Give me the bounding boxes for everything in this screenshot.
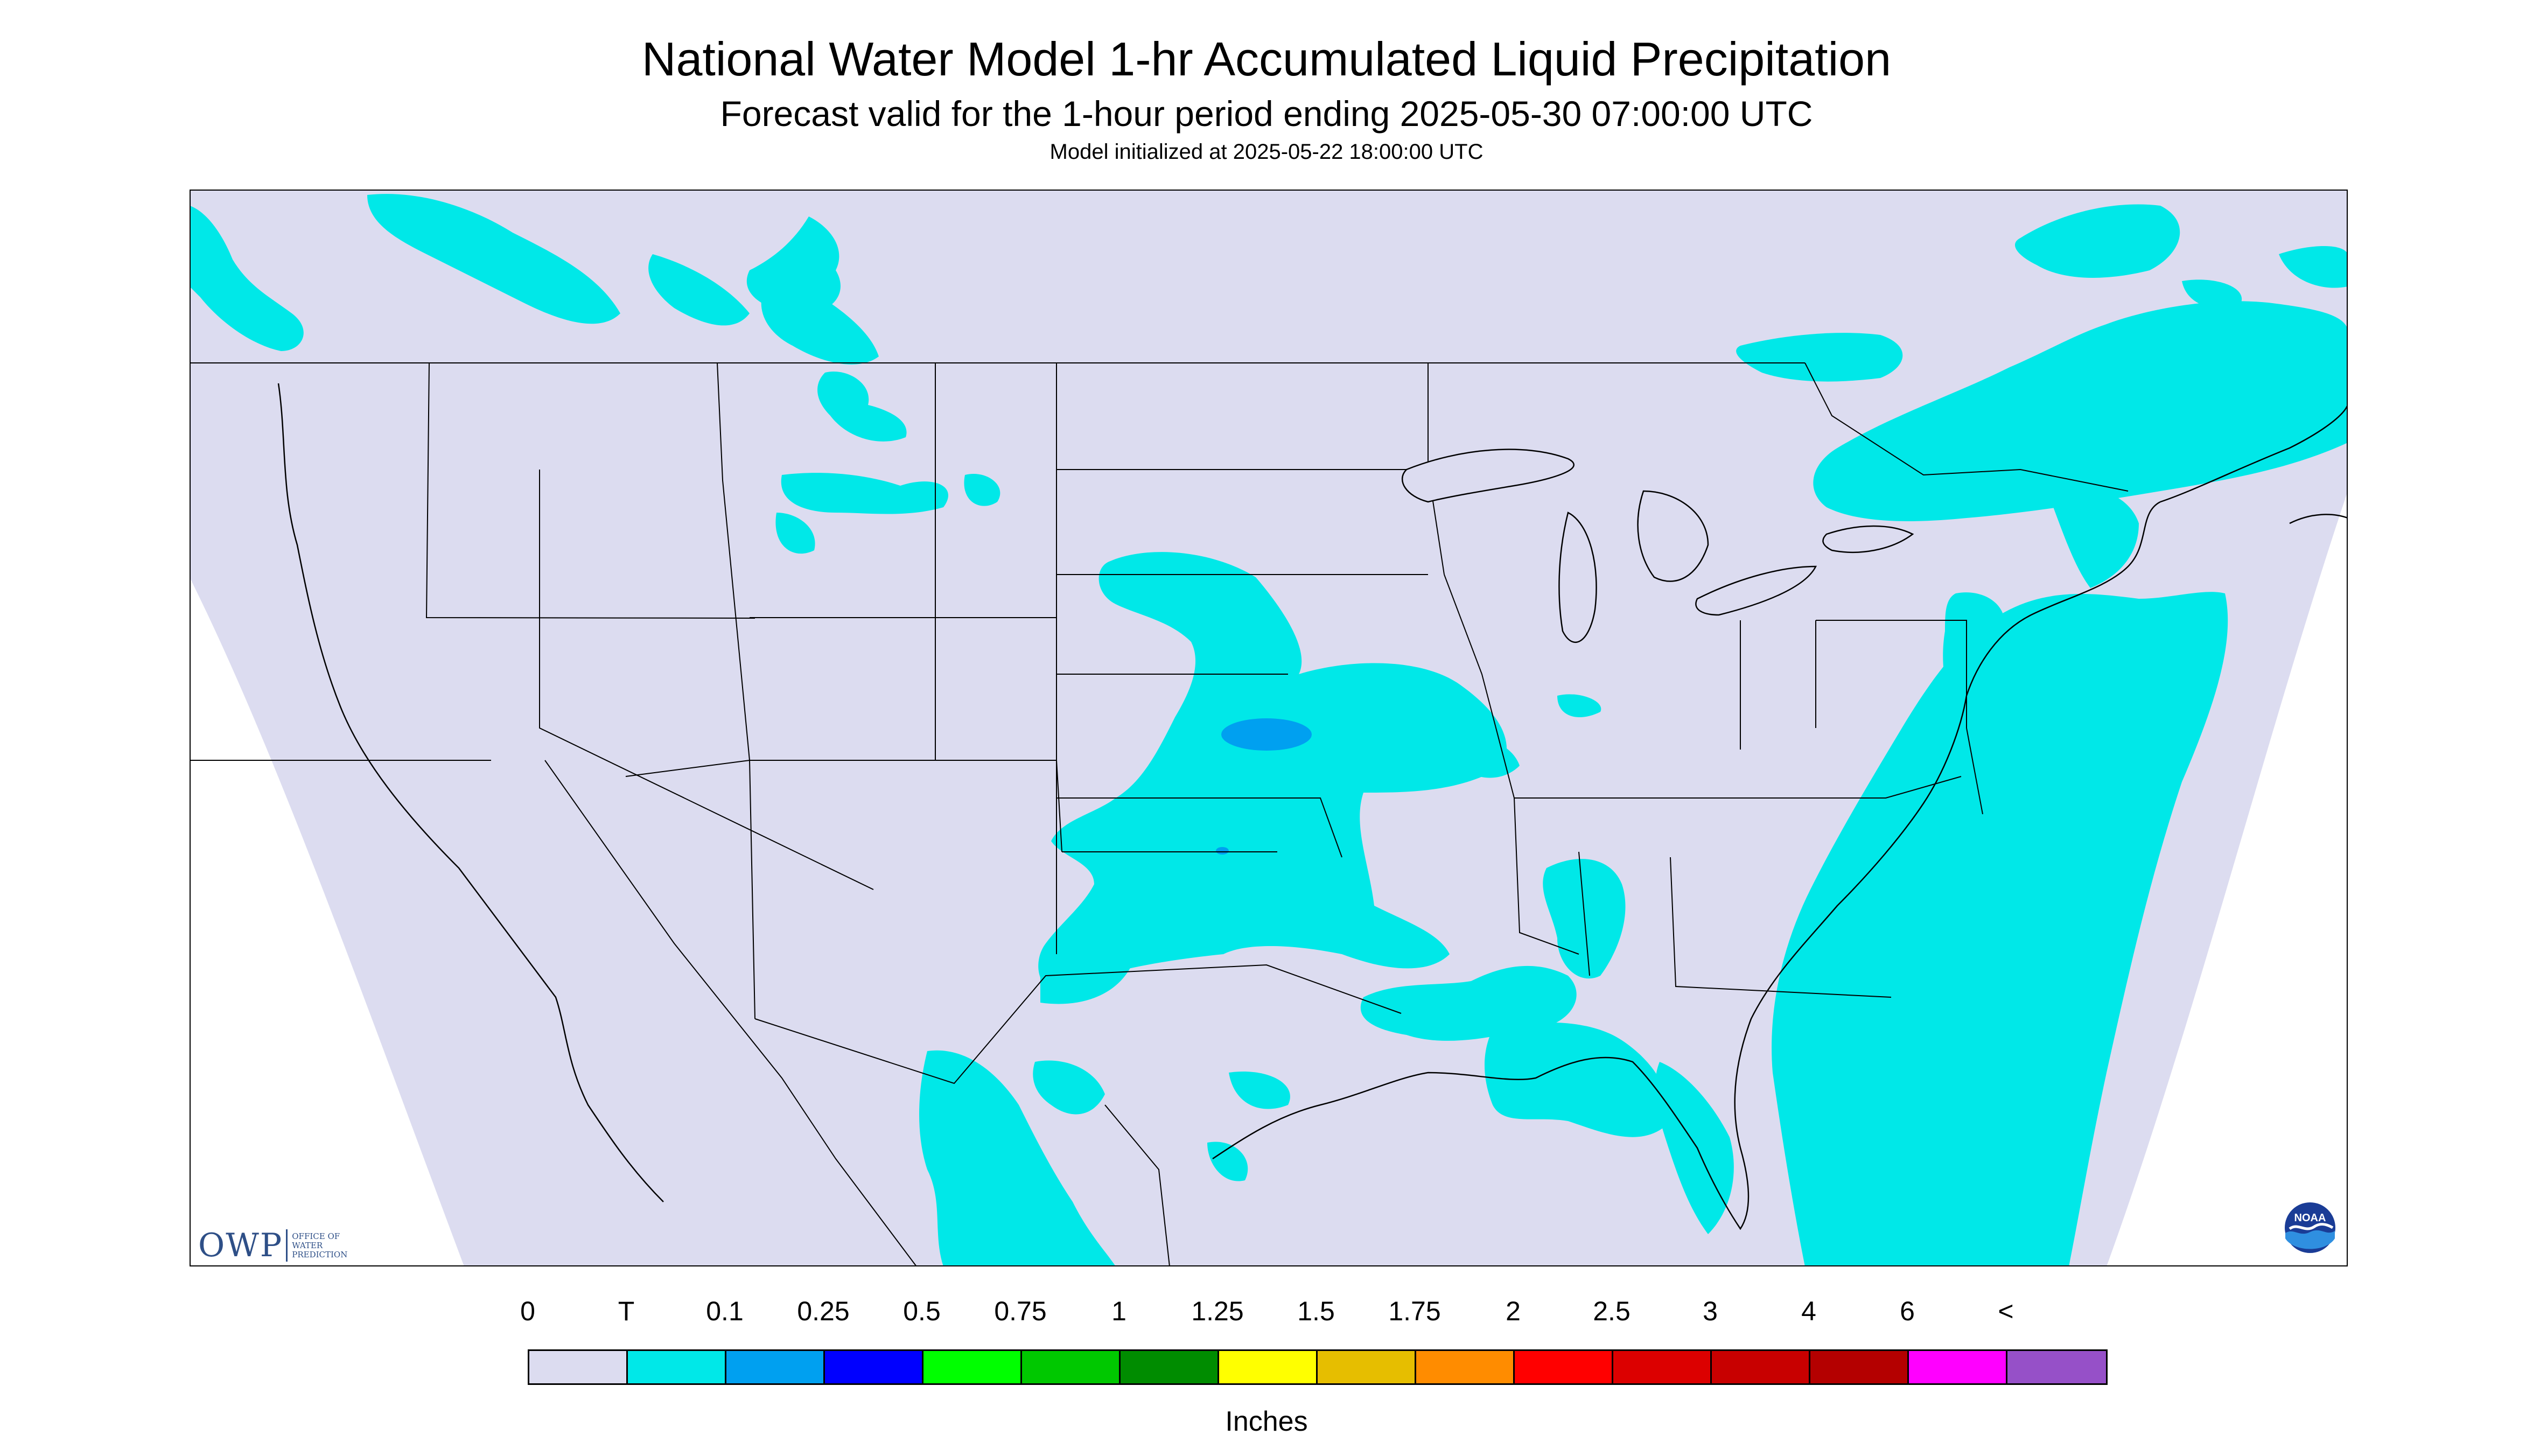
legend-units: Inches — [1225, 1406, 1308, 1437]
precip-area-gulf-sw — [1207, 1142, 1248, 1181]
precipitation-map: OWP OFFICE OF WATER PREDICTION NOAA — [190, 190, 2348, 1266]
lake-ontario — [1822, 525, 1914, 553]
legend-label: 0 — [520, 1296, 535, 1326]
lake-erie — [1695, 565, 1817, 616]
legend-label: 1.25 — [1191, 1296, 1244, 1326]
legend-color-box — [1219, 1351, 1318, 1383]
precip-area-illinois — [1557, 694, 1601, 717]
legend-label: 2.5 — [1593, 1296, 1631, 1326]
precip-area-ontario-north — [1736, 333, 1903, 382]
precip-area-idaho — [775, 513, 815, 554]
noaa-logo-text: NOAA — [2294, 1212, 2326, 1224]
precip-area-missouri — [1460, 738, 1520, 778]
legend-label: 1 — [1111, 1296, 1126, 1326]
legend-label: T — [618, 1296, 635, 1326]
owp-logo: OWP OFFICE OF WATER PREDICTION — [198, 1227, 347, 1264]
owp-logo-word: WATER — [292, 1240, 323, 1250]
legend-color-box — [1712, 1351, 1810, 1383]
legend-colorbar — [528, 1349, 2108, 1385]
precip-area-bc-east — [648, 254, 750, 326]
coastlines — [277, 383, 2348, 1230]
precip-area-montana-east — [964, 474, 1000, 506]
precip-area-mexico-north — [1033, 1060, 1105, 1115]
owp-logo-words: OFFICE OF WATER PREDICTION — [292, 1231, 348, 1259]
owp-logo-word: OFFICE OF — [292, 1231, 340, 1241]
precip-area-northeast-canada — [1813, 301, 2348, 521]
precip-area-central-plains — [1038, 552, 1507, 991]
legend-color-box — [1318, 1351, 1416, 1383]
legend-label: 0.5 — [903, 1296, 941, 1326]
legend-color-box — [2007, 1351, 2106, 1383]
owp-logo-mark: OWP — [198, 1227, 283, 1264]
precip-area-montana — [817, 372, 907, 442]
map-border — [190, 190, 2348, 1266]
legend-label: 6 — [1900, 1296, 1915, 1326]
legend-color-box — [923, 1351, 1022, 1383]
legend-label: < — [1998, 1296, 2014, 1326]
precip-area-bc-interior — [367, 194, 620, 324]
precip-area-mid-atlantic — [1943, 592, 2005, 717]
map-title: National Water Model 1-hr Accumulated Li… — [641, 32, 1892, 86]
owp-logo-divider — [286, 1229, 288, 1262]
precip-area-mexico — [919, 1050, 1116, 1266]
legend-label: 0.1 — [706, 1296, 744, 1326]
precip-area-gulf-south — [1229, 1072, 1290, 1109]
legend-color-box — [1416, 1351, 1515, 1383]
precip-area-carolinas — [1885, 808, 1919, 840]
precip-area-kansas-core — [1221, 718, 1312, 751]
legend-label: 4 — [1801, 1296, 1816, 1326]
legend-color-box — [628, 1351, 726, 1383]
legend-label: 3 — [1703, 1296, 1718, 1326]
state-boundaries — [190, 362, 2129, 1266]
lake-michigan — [1558, 512, 1597, 643]
legend-color-box — [1515, 1351, 1613, 1383]
precip-area-gulf-coast — [1360, 965, 1577, 1041]
precip-area-newfoundland — [2279, 246, 2348, 288]
legend-color-box — [529, 1351, 628, 1383]
precip-area-gulf-main — [1485, 1022, 1668, 1137]
trace-precip-areas — [190, 194, 2348, 1266]
precip-area-quebec — [2015, 204, 2180, 278]
lake-superior — [1401, 449, 1575, 503]
noaa-logo: NOAA — [2284, 1201, 2336, 1254]
precip-area-atlantic — [1772, 592, 2228, 1266]
owp-logo-word: PREDICTION — [292, 1249, 348, 1259]
precip-area-labrador — [2182, 279, 2242, 308]
lake-huron — [1637, 490, 1709, 582]
legend-label: 1.75 — [1388, 1296, 1441, 1326]
great-lakes — [1401, 449, 1914, 643]
precip-area-alberta-north — [761, 270, 879, 365]
model-init-text: Model initialized at 2025-05-22 18:00:00… — [1049, 140, 1484, 164]
precip-area-oklahoma-dot — [1216, 847, 1229, 855]
legend-color-box — [1613, 1351, 1712, 1383]
legend-color-box — [1022, 1351, 1121, 1383]
legend-label: 0.25 — [797, 1296, 850, 1326]
precip-area-pacific-nw — [190, 206, 304, 351]
legend-color-box — [726, 1351, 825, 1383]
precip-area-florida — [1655, 1062, 1734, 1234]
legend-label: 1.5 — [1297, 1296, 1335, 1326]
legend-color-box — [825, 1351, 923, 1383]
map-subtitle: Forecast valid for the 1-hour period end… — [720, 94, 1813, 134]
precip-area-wyoming — [781, 473, 948, 514]
legend-color-box — [1121, 1351, 1219, 1383]
legend-color-box — [1810, 1351, 1909, 1383]
legend-label: 0.75 — [994, 1296, 1047, 1326]
precip-area-new-england — [2047, 487, 2139, 588]
legend-color-box — [1909, 1351, 2007, 1383]
legend-label: 2 — [1506, 1296, 1521, 1326]
